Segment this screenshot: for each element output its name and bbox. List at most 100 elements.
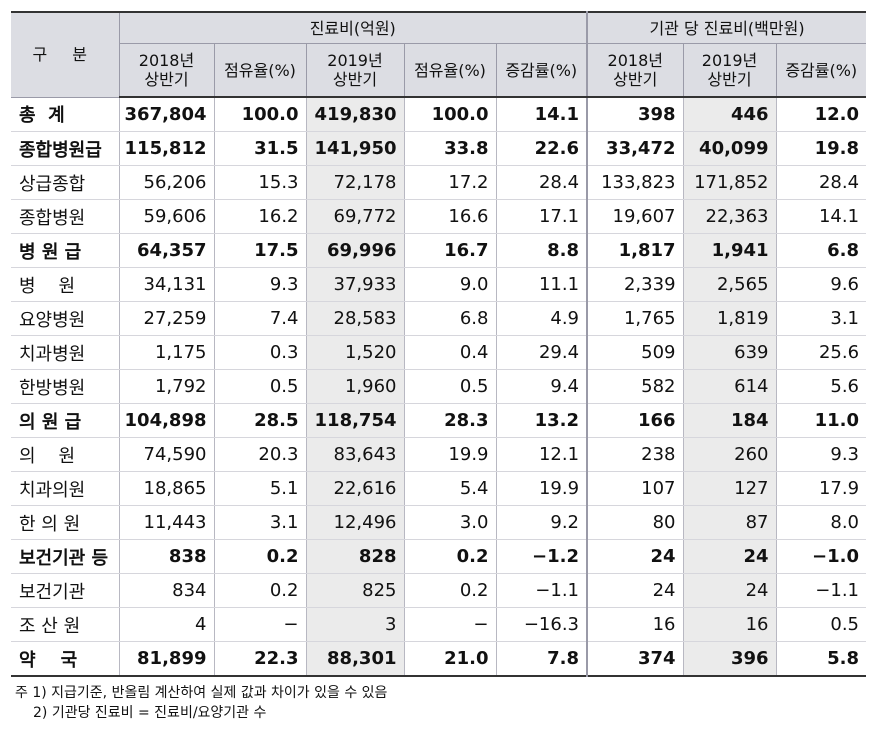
row-label: 요양병원 xyxy=(11,301,119,336)
table-row: 상급종합 56,206 15.3 72,178 17.2 28.4 133,823 171,8… xyxy=(11,165,867,200)
table-cell: 6.8 xyxy=(775,233,867,268)
table-cell: 22.3 xyxy=(213,641,306,677)
table-cell: 12.0 xyxy=(775,97,867,132)
table-cell: 398 xyxy=(586,97,684,132)
table-cell: 7.8 xyxy=(495,641,588,677)
header-col-5: 증감률(%) xyxy=(495,43,588,98)
table-cell: 28,583 xyxy=(305,301,404,336)
table-cell: 396 xyxy=(682,641,777,677)
table-cell: 88,301 xyxy=(305,641,404,677)
table-cell: 3 xyxy=(305,607,404,642)
table-cell: 3.1 xyxy=(213,505,306,540)
row-label: 치과병원 xyxy=(11,335,119,370)
row-label: 상급종합 xyxy=(11,165,119,200)
table-row: 한방병원 1,792 0.5 1,960 0.5 9.4 582 614 5.6 xyxy=(11,369,867,404)
row-label: 총 계 xyxy=(11,97,119,132)
table-cell: 11.1 xyxy=(495,267,588,302)
header-col-8: 증감률(%) xyxy=(775,43,867,98)
row-label: 보건기관 xyxy=(11,573,119,608)
table-cell: 828 xyxy=(305,539,404,574)
table-cell: 16.2 xyxy=(213,199,306,234)
table-cell: 16.7 xyxy=(403,233,496,268)
table-cell: 7.4 xyxy=(213,301,306,336)
medical-cost-table: 구 분 진료비(억원) 기관 당 진료비(백만원) 2018년 상반기 점유율(%… xyxy=(11,11,867,677)
table-cell: 16.6 xyxy=(403,199,496,234)
table-row: 보건기관 834 0.2 825 0.2 −1.1 24 24 −1.1 xyxy=(11,573,867,608)
table-cell: 12,496 xyxy=(305,505,404,540)
table-cell: 80 xyxy=(586,505,684,540)
table-row: 의 원 74,590 20.3 83,643 19.9 12.1 238 260 9.3 xyxy=(11,437,867,472)
table-cell: 2,565 xyxy=(682,267,777,302)
table-cell: 19.9 xyxy=(495,471,588,506)
table-cell: 20.3 xyxy=(213,437,306,472)
table-cell: 19.8 xyxy=(775,131,867,166)
table-cell: 166 xyxy=(586,403,684,438)
table-cell: 11.0 xyxy=(775,403,867,438)
table-cell: 28.4 xyxy=(775,165,867,200)
statistics-table-container: 구 분 진료비(억원) 기관 당 진료비(백만원) 2018년 상반기 점유율(%… xyxy=(11,11,867,723)
table-cell: 614 xyxy=(682,369,777,404)
table-cell: 22,616 xyxy=(305,471,404,506)
table-cell: 834 xyxy=(118,573,214,608)
table-cell: 9.2 xyxy=(495,505,588,540)
table-cell: 9.0 xyxy=(403,267,496,302)
table-cell: 9.3 xyxy=(775,437,867,472)
table-cell: 19.9 xyxy=(403,437,496,472)
row-label: 종합병원 xyxy=(11,199,119,234)
table-cell: 133,823 xyxy=(586,165,684,200)
row-label: 의 원 급 xyxy=(11,403,119,438)
table-cell: 28.5 xyxy=(213,403,306,438)
table-cell: 374 xyxy=(586,641,684,677)
table-cell: 1,941 xyxy=(682,233,777,268)
table-cell: 64,357 xyxy=(118,233,214,268)
table-cell: 3.1 xyxy=(775,301,867,336)
table-cell: 0.5 xyxy=(775,607,867,642)
table-cell: 115,812 xyxy=(118,131,214,166)
table-cell: 104,898 xyxy=(118,403,214,438)
table-cell: 0.2 xyxy=(213,573,306,608)
note-1: 주 1) 지급기준, 반올림 계산하여 실제 값과 차이가 있을 수 있음 xyxy=(15,685,388,701)
table-cell: −1.1 xyxy=(775,573,867,608)
table-cell: 69,772 xyxy=(305,199,404,234)
table-cell: 100.0 xyxy=(403,97,496,132)
table-cell: 9.3 xyxy=(213,267,306,302)
header-col-1: 2018년 상반기 xyxy=(118,43,214,98)
table-row: 치과병원 1,175 0.3 1,520 0.4 29.4 509 639 25.6 xyxy=(11,335,867,370)
table-cell: 509 xyxy=(586,335,684,370)
table-cell: 24 xyxy=(682,539,777,574)
table-cell: 0.5 xyxy=(403,369,496,404)
header-col-2: 점유율(%) xyxy=(213,43,306,98)
table-cell: 5.8 xyxy=(775,641,867,677)
table-cell: 56,206 xyxy=(118,165,214,200)
table-cell: 367,804 xyxy=(118,97,214,132)
table-cell: 81,899 xyxy=(118,641,214,677)
table-cell: 74,590 xyxy=(118,437,214,472)
row-label: 병 원 급 xyxy=(11,233,119,268)
table-cell: 22,363 xyxy=(682,199,777,234)
header-col-4: 점유율(%) xyxy=(403,43,496,98)
table-cell: 838 xyxy=(118,539,214,574)
table-cell: 22.6 xyxy=(495,131,588,166)
table-cell: 4 xyxy=(118,607,214,642)
table-cell: 14.1 xyxy=(775,199,867,234)
table-cell: 27,259 xyxy=(118,301,214,336)
table-cell: 13.2 xyxy=(495,403,588,438)
table-cell: 1,817 xyxy=(586,233,684,268)
table-header: 구 분 진료비(억원) 기관 당 진료비(백만원) 2018년 상반기 점유율(%… xyxy=(11,12,867,98)
header-group-per-institution: 기관 당 진료비(백만원) xyxy=(586,12,867,44)
table-cell: 582 xyxy=(586,369,684,404)
table-cell: 87 xyxy=(682,505,777,540)
table-cell: 17.5 xyxy=(213,233,306,268)
table-cell: − xyxy=(213,607,306,642)
table-cell: 419,830 xyxy=(305,97,404,132)
table-cell: 0.3 xyxy=(213,335,306,370)
row-label: 의 원 xyxy=(11,437,119,472)
table-cell: 118,754 xyxy=(305,403,404,438)
table-cell: 28.3 xyxy=(403,403,496,438)
table-cell: 29.4 xyxy=(495,335,588,370)
table-cell: 8.0 xyxy=(775,505,867,540)
table-cell: 1,819 xyxy=(682,301,777,336)
table-row: 한 의 원 11,443 3.1 12,496 3.0 9.2 80 87 8.0 xyxy=(11,505,867,540)
row-label: 한방병원 xyxy=(11,369,119,404)
table-cell: 11,443 xyxy=(118,505,214,540)
